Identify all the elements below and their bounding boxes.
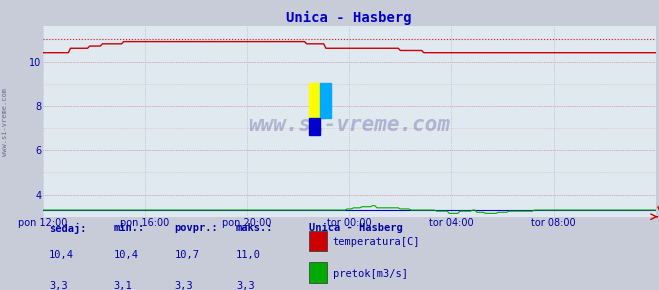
Bar — [310, 231, 327, 251]
Title: Unica - Hasberg: Unica - Hasberg — [287, 11, 412, 25]
Text: 3,3: 3,3 — [49, 281, 68, 290]
Text: sedaj:: sedaj: — [49, 222, 86, 233]
Text: 3,3: 3,3 — [236, 281, 254, 290]
Text: 3,3: 3,3 — [175, 281, 193, 290]
Text: 11,0: 11,0 — [236, 250, 261, 260]
Bar — [310, 117, 320, 135]
Text: 3,1: 3,1 — [113, 281, 132, 290]
Text: 10,7: 10,7 — [175, 250, 200, 260]
Text: www.si-vreme.com: www.si-vreme.com — [248, 115, 450, 135]
Text: www.si-vreme.com: www.si-vreme.com — [2, 88, 9, 156]
Text: 10,4: 10,4 — [49, 250, 74, 260]
Text: Unica - Hasberg: Unica - Hasberg — [310, 222, 403, 233]
Text: temperatura[C]: temperatura[C] — [333, 237, 420, 247]
Text: min.:: min.: — [113, 222, 144, 233]
Text: pretok[m3/s]: pretok[m3/s] — [333, 269, 408, 279]
Text: 10,4: 10,4 — [113, 250, 138, 260]
Bar — [320, 83, 331, 117]
Bar — [310, 83, 320, 117]
Bar — [310, 262, 327, 283]
Text: maks.:: maks.: — [236, 222, 273, 233]
Text: povpr.:: povpr.: — [175, 222, 218, 233]
